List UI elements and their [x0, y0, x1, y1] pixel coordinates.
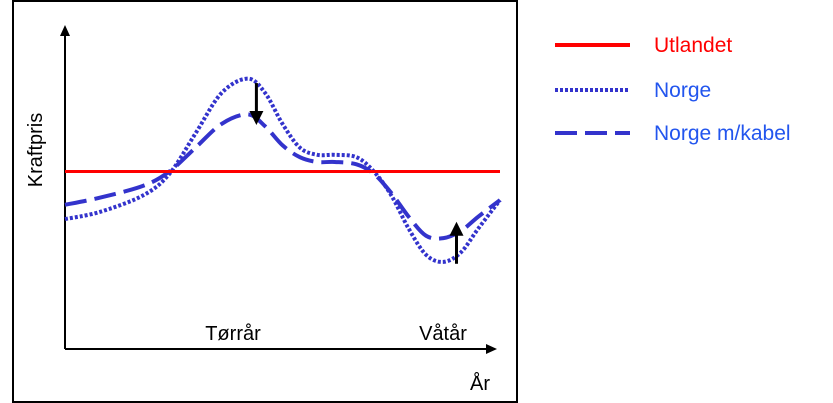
series-lines	[64, 76, 502, 264]
x-axis-arrowhead	[486, 344, 497, 354]
x-annotation-dry-year: Tørrår	[205, 323, 261, 345]
change-arrows	[249, 83, 464, 264]
y-axis-arrowhead	[60, 25, 70, 36]
y-axis-label: Kraftpris	[25, 113, 47, 187]
arrow-up	[449, 221, 464, 264]
arrow-down	[249, 83, 264, 126]
legend-item: Norge	[555, 79, 711, 102]
chart-frame	[12, 0, 518, 403]
legend-item: Norge m/kabel	[555, 122, 791, 145]
arrow-head	[449, 221, 464, 236]
arrow-head	[249, 111, 264, 126]
x-axis-label: År	[470, 372, 490, 395]
legend: Utlandet Norge Norge m/kabel	[555, 34, 791, 145]
legend-item: Utlandet	[555, 34, 732, 57]
series-line-norge	[64, 76, 502, 264]
x-annotation-wet-year: Våtår	[419, 323, 467, 345]
legend-label: Norge m/kabel	[654, 122, 791, 145]
legend-label: Norge	[654, 79, 711, 102]
axis-labels: Kraftpris År Tørrår Våtår	[25, 113, 490, 395]
axes	[60, 25, 497, 354]
series-line-norge-m-kabel	[64, 112, 502, 241]
legend-label: Utlandet	[654, 34, 732, 57]
